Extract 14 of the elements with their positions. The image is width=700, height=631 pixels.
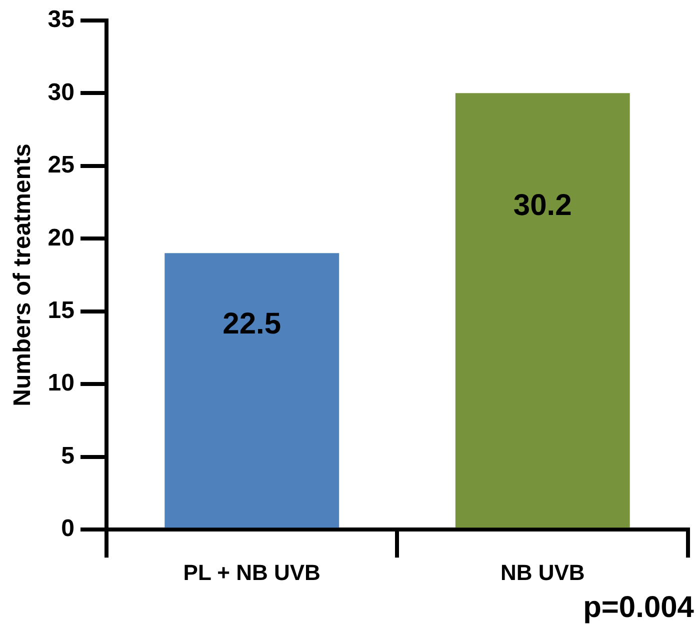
y-tick-label: 25	[48, 152, 74, 179]
x-tick-label: NB UVB	[500, 560, 585, 585]
annotation: 30.2	[513, 188, 572, 222]
y-tick-label: 20	[48, 224, 74, 252]
y-tick-label: 15	[48, 296, 74, 324]
y-tick-label: 5	[61, 442, 74, 470]
y-tick-label: 0	[61, 515, 74, 542]
y-tick-label: 30	[48, 78, 74, 106]
y-tick-label: 10	[48, 370, 74, 397]
text: p=0.004	[583, 591, 694, 625]
y-axis-title: Numbers of treatments	[9, 144, 36, 406]
annotation: 22.5	[222, 307, 282, 340]
x-tick-label: PL + NB UVB	[183, 560, 320, 585]
y-tick-label: 35	[48, 6, 74, 34]
